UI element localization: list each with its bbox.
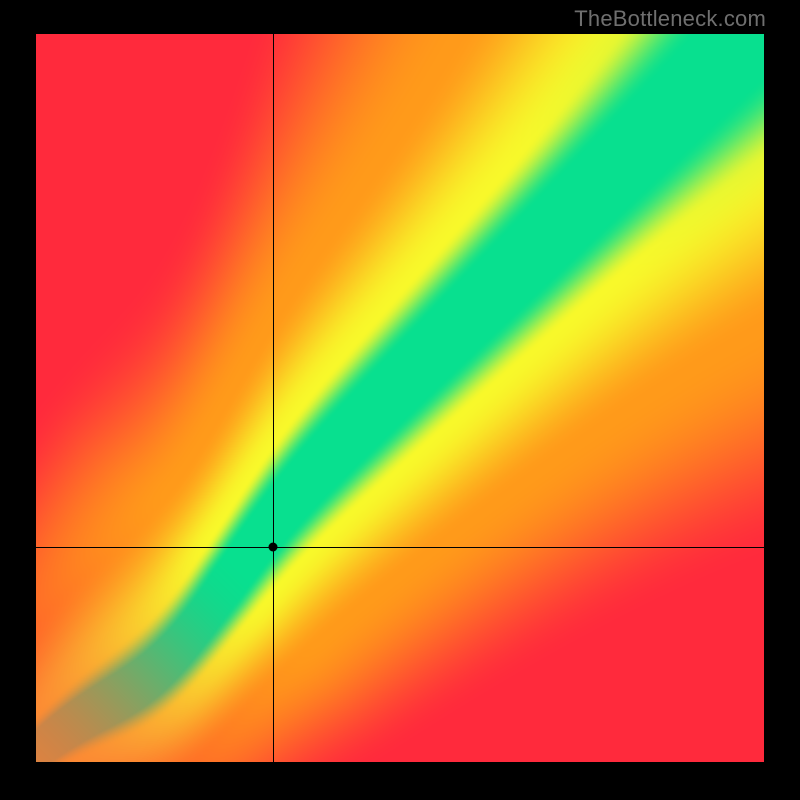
crosshair-vertical: [273, 34, 274, 762]
chart-container: TheBottleneck.com: [0, 0, 800, 800]
plot-area: [36, 34, 764, 762]
watermark-text: TheBottleneck.com: [574, 6, 766, 32]
heatmap-canvas: [36, 34, 764, 762]
crosshair-horizontal: [36, 547, 764, 548]
crosshair-marker: [268, 543, 277, 552]
